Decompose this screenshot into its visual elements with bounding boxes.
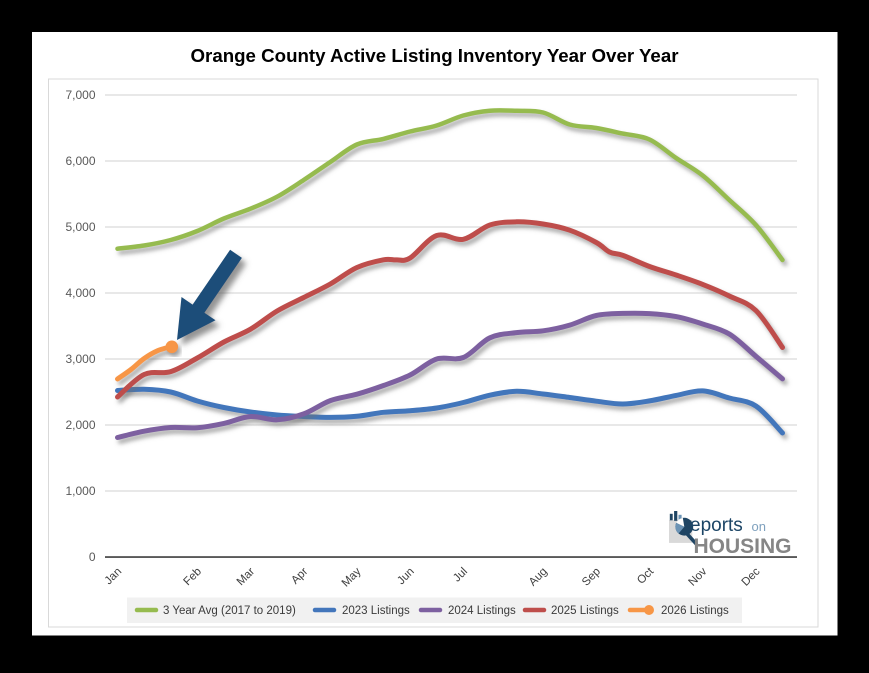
svg-text:2025 Listings: 2025 Listings [551,605,619,617]
svg-text:HOUSING: HOUSING [694,535,792,558]
svg-text:3 Year Avg (2017 to 2019): 3 Year Avg (2017 to 2019) [163,605,296,617]
svg-text:2026 Listings: 2026 Listings [661,605,729,617]
svg-text:3,000: 3,000 [65,352,95,366]
svg-text:2023 Listings: 2023 Listings [342,605,410,617]
svg-text:eports: eports [690,515,743,536]
svg-text:2024 Listings: 2024 Listings [448,605,516,617]
svg-text:4,000: 4,000 [65,286,95,300]
svg-text:7,000: 7,000 [65,88,95,102]
svg-text:0: 0 [89,550,96,564]
svg-text:2,000: 2,000 [65,418,95,432]
svg-text:on: on [752,519,766,534]
svg-text:1,000: 1,000 [65,484,95,498]
svg-text:6,000: 6,000 [65,154,95,168]
svg-text:5,000: 5,000 [65,220,95,234]
svg-text:Orange County Active Listing I: Orange County Active Listing Inventory Y… [191,45,679,66]
